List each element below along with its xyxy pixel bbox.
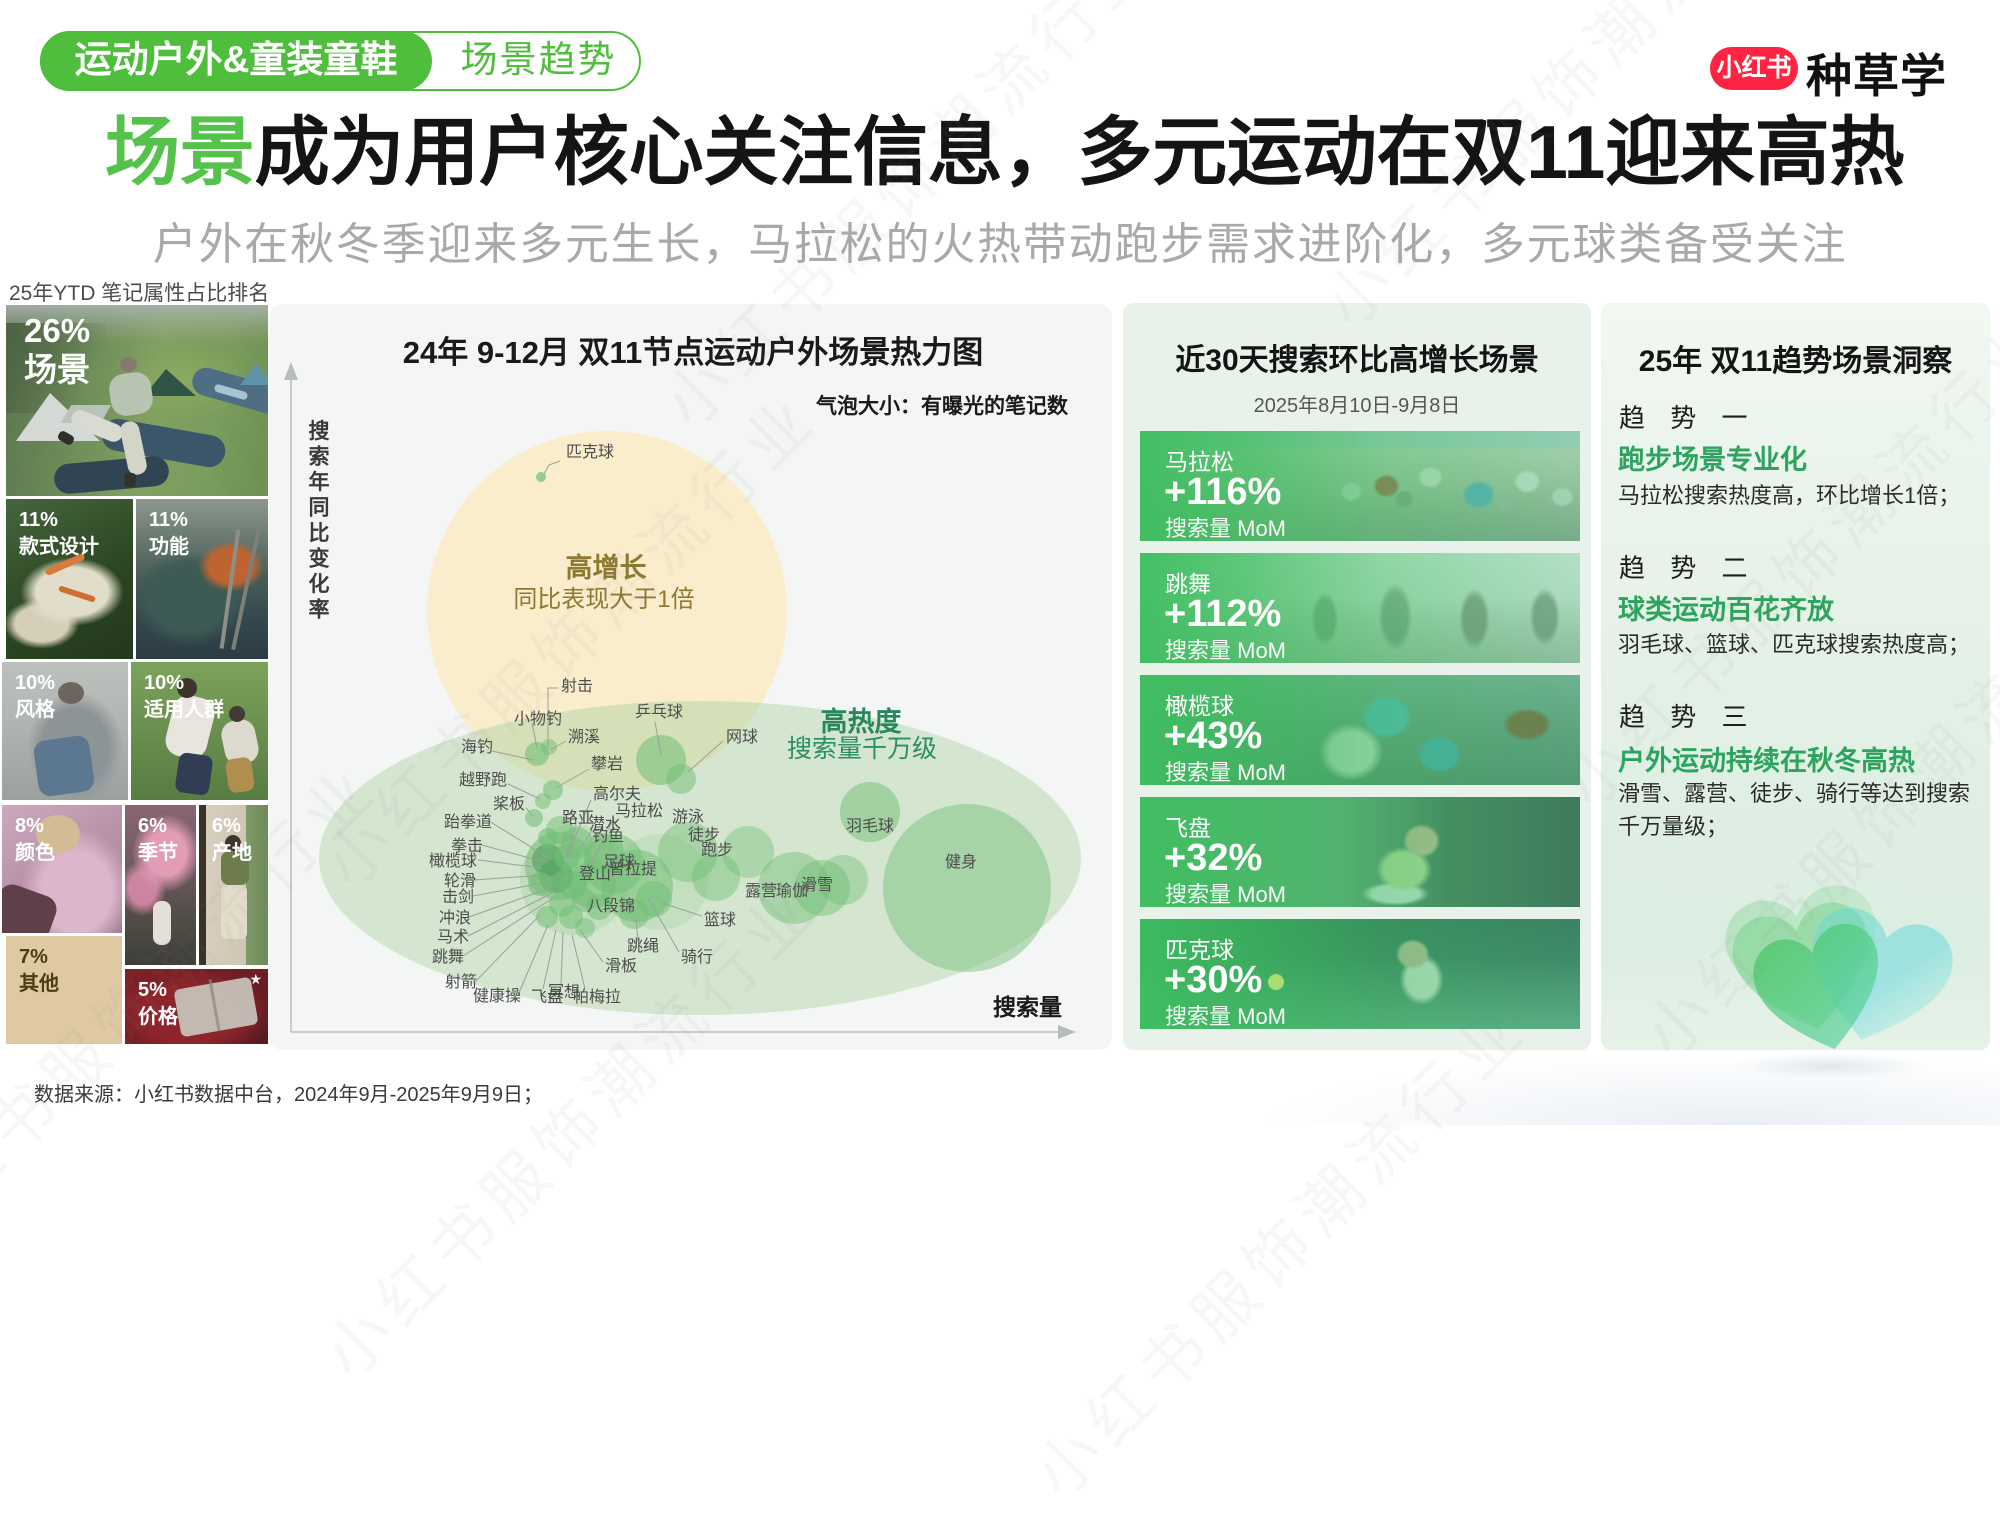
svg-text:拳击: 拳击 <box>451 837 483 855</box>
svg-text:搜索量: 搜索量 <box>993 994 1062 1020</box>
svg-text:高增长: 高增长 <box>566 552 648 583</box>
svg-text:马拉松: 马拉松 <box>615 802 663 820</box>
svg-text:搜索量千万级: 搜索量千万级 <box>787 735 937 763</box>
svg-text:登山: 登山 <box>579 865 611 883</box>
svg-text:露营: 露营 <box>745 882 777 900</box>
svg-text:网球: 网球 <box>726 728 758 746</box>
svg-text:匹克球: 匹克球 <box>566 443 614 461</box>
svg-text:跳绳: 跳绳 <box>627 937 659 955</box>
svg-text:乒乓球: 乒乓球 <box>635 703 683 721</box>
svg-text:跳舞: 跳舞 <box>432 948 464 966</box>
svg-text:羽毛球: 羽毛球 <box>846 817 894 835</box>
svg-text:骑行: 骑行 <box>681 948 713 966</box>
svg-text:高热度: 高热度 <box>821 706 902 737</box>
svg-text:高尔夫: 高尔夫 <box>593 785 641 803</box>
svg-text:同比表现大于1倍: 同比表现大于1倍 <box>513 586 694 613</box>
svg-text:攀岩: 攀岩 <box>591 755 623 773</box>
svg-text:跆拳道: 跆拳道 <box>444 813 492 831</box>
svg-text:气泡大小：有曝光的笔记数: 气泡大小：有曝光的笔记数 <box>815 394 1069 418</box>
svg-text:冥想: 冥想 <box>548 983 580 1001</box>
svg-text:24年 9-12月 双11节点运动户外场景热力图: 24年 9-12月 双11节点运动户外场景热力图 <box>403 335 984 370</box>
svg-text:徒步: 徒步 <box>688 826 720 844</box>
svg-text:搜索年同比变化率: 搜索年同比变化率 <box>309 419 331 622</box>
svg-text:马术: 马术 <box>437 928 469 946</box>
svg-text:钓鱼: 钓鱼 <box>592 827 624 845</box>
svg-text:海钓: 海钓 <box>461 738 493 756</box>
svg-text:射击: 射击 <box>561 677 593 695</box>
svg-text:滑雪: 滑雪 <box>801 876 833 894</box>
svg-text:健康操: 健康操 <box>473 987 521 1005</box>
svg-text:路亚: 路亚 <box>562 809 594 827</box>
svg-text:篮球: 篮球 <box>704 911 736 929</box>
svg-text:健身: 健身 <box>945 853 977 871</box>
svg-text:普拉提: 普拉提 <box>609 860 657 878</box>
svg-text:越野跑: 越野跑 <box>459 771 507 789</box>
svg-text:射箭: 射箭 <box>445 972 477 991</box>
svg-text:桨板: 桨板 <box>493 795 525 813</box>
svg-text:帕梅拉: 帕梅拉 <box>573 988 621 1006</box>
svg-text:游泳: 游泳 <box>672 808 704 826</box>
svg-text:溯溪: 溯溪 <box>568 728 600 746</box>
svg-text:跑步: 跑步 <box>701 841 733 859</box>
svg-text:八段锦: 八段锦 <box>587 897 635 915</box>
svg-text:滑板: 滑板 <box>605 957 637 975</box>
svg-text:橄榄球: 橄榄球 <box>429 852 477 870</box>
svg-text:冲浪: 冲浪 <box>439 909 471 927</box>
svg-text:轮滑: 轮滑 <box>444 872 476 890</box>
svg-text:潜水: 潜水 <box>589 815 621 833</box>
svg-text:飞盘: 飞盘 <box>531 987 563 1006</box>
svg-text:小物钓: 小物钓 <box>514 710 562 728</box>
svg-text:瑜伽: 瑜伽 <box>776 882 808 900</box>
svg-text:足球: 足球 <box>603 853 635 871</box>
svg-text:击剑: 击剑 <box>442 888 474 906</box>
